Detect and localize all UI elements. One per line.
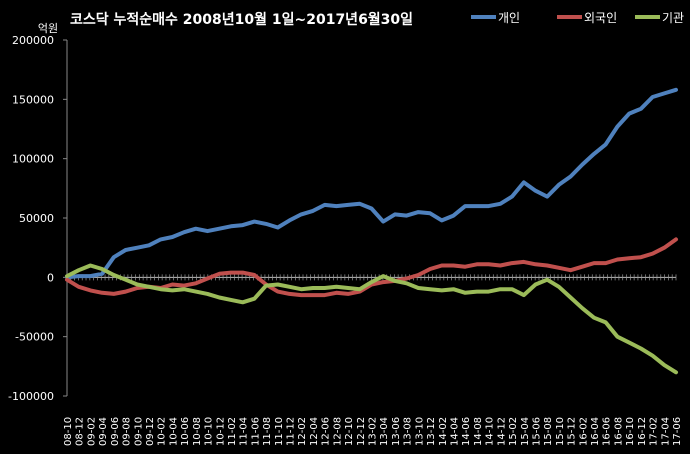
x-tick-label: 16-08 — [613, 417, 624, 446]
y-tick-label: -50000 — [15, 331, 54, 344]
x-tick-label: 09-02 — [86, 417, 97, 446]
x-tick-label: 09-12 — [145, 417, 156, 446]
x-tick-label: 10-02 — [157, 417, 168, 446]
chart-title: 코스닥 누적순매수 2008년10월 1일~2017년6월30일 — [70, 11, 413, 28]
x-tick-label: 11-08 — [262, 417, 273, 446]
x-tick-label: 15-02 — [508, 417, 519, 446]
x-tick-label: 15-04 — [520, 417, 531, 446]
series-line — [65, 237, 678, 298]
x-tick-label: 17-06 — [672, 417, 683, 446]
y-tick-label: 50000 — [19, 212, 54, 225]
x-tick-label: 10-12 — [215, 417, 226, 446]
x-tick-label: 11-12 — [286, 417, 297, 446]
x-tick-label: 11-02 — [227, 417, 238, 446]
x-tick-label: 16-04 — [590, 417, 601, 446]
x-tick-label: 13-02 — [368, 417, 379, 446]
x-tick-label: 13-12 — [426, 417, 437, 446]
x-tick-label: 13-10 — [414, 417, 425, 446]
x-tick-label: 09-04 — [98, 417, 109, 446]
x-tick-label: 12-10 — [344, 417, 355, 446]
x-tick-label: 13-04 — [379, 417, 390, 446]
x-tick-label: 17-04 — [660, 417, 671, 446]
x-tick-label: 17-02 — [649, 417, 660, 446]
x-tick-label: 09-06 — [110, 417, 121, 446]
x-tick-label: 14-06 — [461, 417, 472, 446]
x-tick-label: 14-02 — [438, 417, 449, 446]
y-tick-label: 0 — [47, 271, 54, 284]
legend: 개인 외국인 기관 — [471, 11, 684, 25]
axes-group: 200000 150000 100000 50000 0 -50000 -100000 08-… — [8, 34, 683, 446]
x-tick-label: 16-10 — [625, 417, 636, 446]
x-tick-label: 10-10 — [204, 417, 215, 446]
x-tick-label: 14-10 — [485, 417, 496, 446]
y-tick-label: -100000 — [8, 390, 54, 403]
x-tick-label: 12-02 — [297, 417, 308, 446]
x-tick-label: 12-08 — [332, 417, 343, 446]
x-tick-label: 12-04 — [309, 417, 320, 446]
x-tick-label: 12-12 — [356, 417, 367, 446]
x-tick-label: 15-08 — [543, 417, 554, 446]
x-tick-label: 09-10 — [133, 417, 144, 446]
x-tick-label: 10-04 — [168, 417, 179, 446]
legend-label: 개인 — [498, 11, 520, 25]
x-tick-label: 09-08 — [122, 417, 133, 446]
x-tick-label: 16-02 — [578, 417, 589, 446]
x-tick-label: 14-12 — [496, 417, 507, 446]
series-line — [65, 87, 678, 280]
x-tick-label: 15-06 — [531, 417, 542, 446]
legend-label: 외국인 — [584, 11, 617, 25]
x-tick-label: 16-06 — [602, 417, 613, 446]
x-tick-label: 13-08 — [403, 417, 414, 446]
x-tick-label: 12-06 — [321, 417, 332, 446]
x-tick-label: 15-10 — [555, 417, 566, 446]
x-tick-label: 16-12 — [637, 417, 648, 446]
x-tick-label: 14-04 — [449, 417, 460, 446]
x-tick-label: 13-06 — [391, 417, 402, 446]
x-tick-label: 11-04 — [239, 417, 250, 446]
x-tick-label: 10-06 — [180, 417, 191, 446]
y-tick-label: 150000 — [12, 93, 54, 106]
x-tick-label: 11-06 — [250, 417, 261, 446]
x-tick-label: 15-12 — [567, 417, 578, 446]
x-tick-label: 08-12 — [75, 417, 86, 446]
series-line — [65, 263, 678, 375]
legend-label: 기관 — [662, 11, 684, 25]
x-tick-label: 08-10 — [63, 417, 74, 446]
y-tick-label: 200000 — [12, 34, 54, 47]
y-axis-label: 억원 — [38, 22, 58, 35]
x-tick-label: 14-08 — [473, 417, 484, 446]
series-group — [65, 87, 678, 375]
x-tick-label: 11-10 — [274, 417, 285, 446]
x-tick-label: 10-08 — [192, 417, 203, 446]
y-tick-label: 100000 — [12, 153, 54, 166]
